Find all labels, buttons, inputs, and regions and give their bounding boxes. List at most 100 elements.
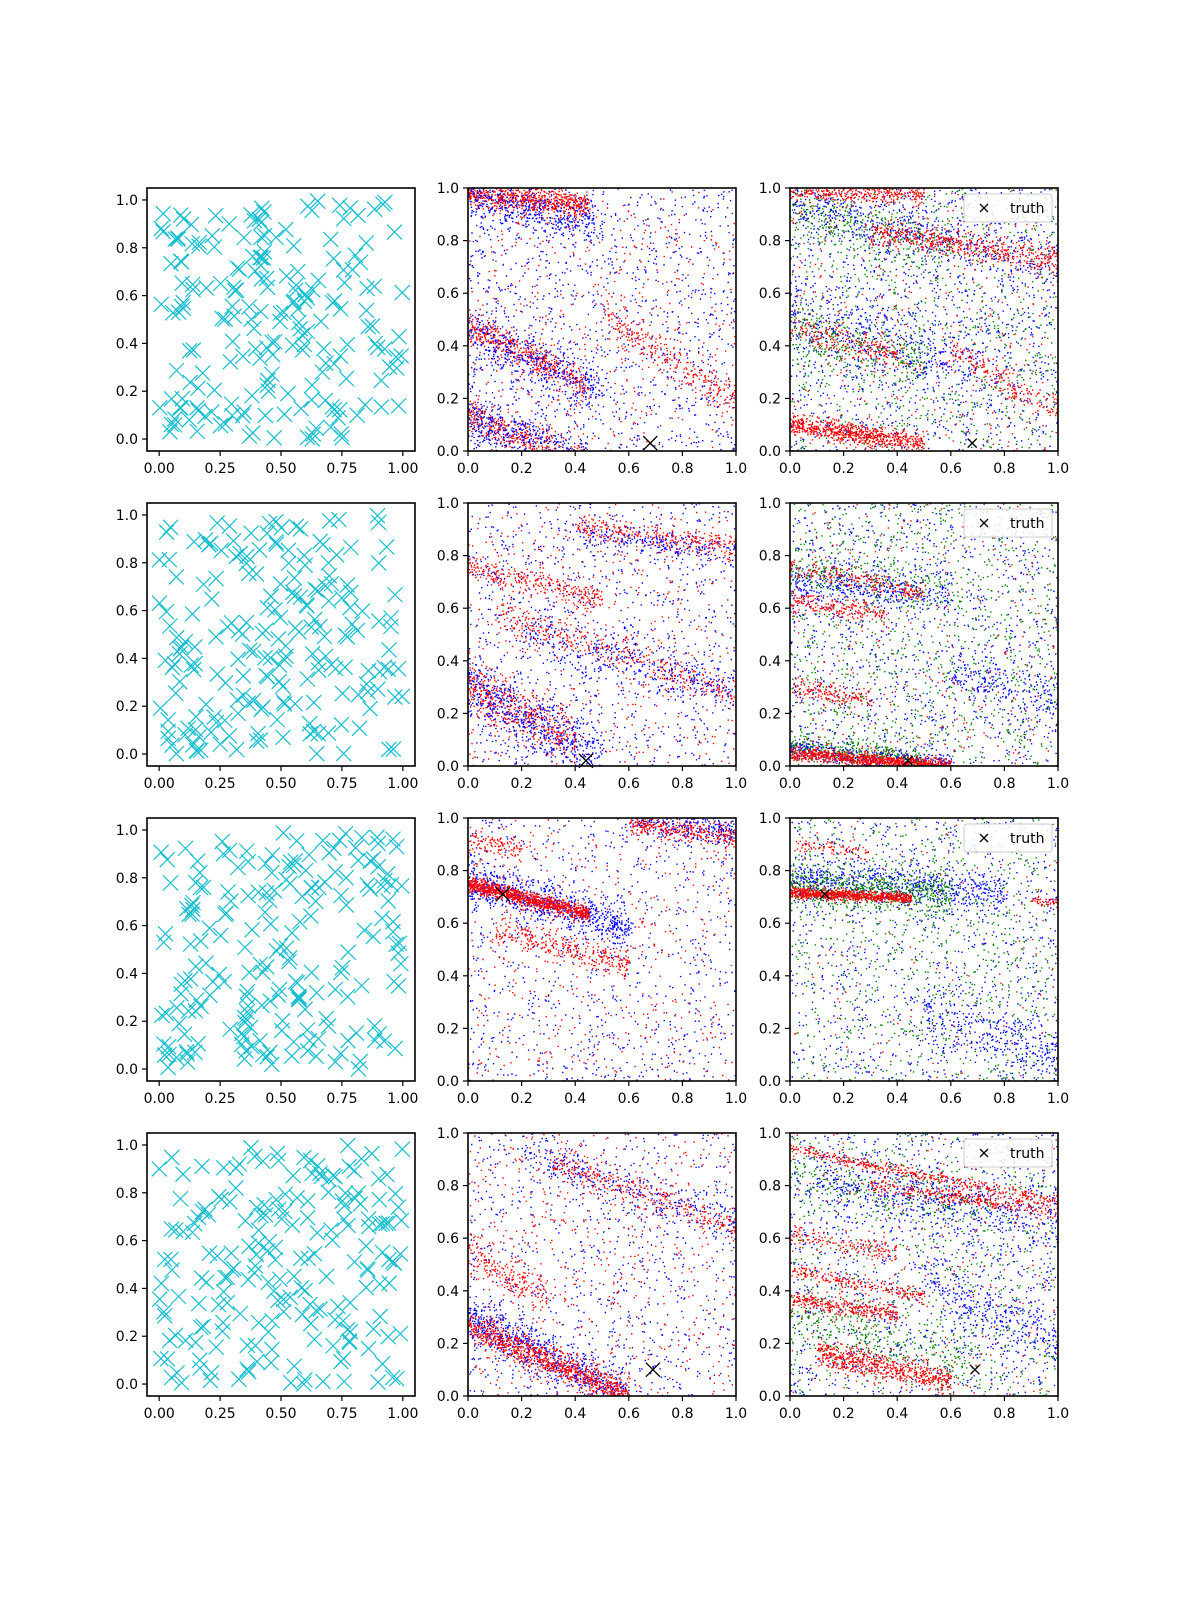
- sample-marker: [202, 535, 219, 552]
- sample-marker: [272, 1271, 288, 1288]
- sample-marker: [261, 515, 278, 532]
- sample-marker: [289, 263, 306, 280]
- sample-marker: [307, 893, 324, 910]
- sample-marker: [347, 247, 364, 264]
- x-tick-label: 0.50: [265, 1406, 296, 1422]
- sample-marker: [297, 862, 314, 879]
- sample-marker: [186, 533, 203, 550]
- y-tick-label: 0.4: [759, 1284, 781, 1300]
- sample-marker: [374, 1215, 391, 1232]
- sample-marker: [308, 1048, 325, 1065]
- sample-marker: [153, 296, 170, 313]
- sample-marker: [333, 590, 350, 606]
- legend-box: [963, 193, 1053, 223]
- y-tick-label: 0.6: [759, 601, 781, 617]
- sample-marker: [244, 248, 261, 265]
- sample-marker: [315, 1373, 331, 1390]
- series-008000: [790, 1133, 1058, 1396]
- x-tick-label: 1.0: [725, 1406, 747, 1422]
- x-tick-label: 0.8: [993, 1091, 1015, 1107]
- sample-marker: [266, 333, 283, 350]
- y-tick-label: 0.0: [116, 1062, 138, 1078]
- sample-marker: [208, 628, 224, 645]
- sample-marker: [192, 1360, 208, 1377]
- sample-marker: [320, 1018, 337, 1034]
- sample-marker: [358, 1237, 374, 1254]
- x-tick-label: 0.25: [205, 776, 236, 792]
- sample-marker: [187, 958, 204, 975]
- sample-marker: [297, 286, 314, 303]
- sample-marker: [240, 853, 257, 870]
- sample-marker: [304, 430, 321, 447]
- series-ff0000: [790, 188, 1058, 451]
- sample-marker: [275, 693, 292, 710]
- sample-marker: [303, 391, 320, 408]
- sample-marker: [192, 742, 209, 759]
- y-tick-label: 0.4: [759, 654, 781, 670]
- sample-marker: [217, 311, 233, 327]
- y-tick-label: 1.0: [437, 496, 459, 512]
- sample-marker: [291, 913, 308, 930]
- sample-marker: [327, 660, 344, 677]
- sample-marker: [353, 1150, 370, 1167]
- sample-marker: [178, 1043, 195, 1060]
- sample-marker: [269, 711, 286, 728]
- y-tick-label: 0.2: [437, 706, 459, 722]
- sample-marker: [272, 938, 289, 955]
- sample-marker: [234, 348, 251, 365]
- sample-marker: [384, 831, 401, 848]
- sample-marker: [292, 521, 309, 537]
- sample-marker: [237, 939, 253, 956]
- sample-marker: [320, 1184, 337, 1201]
- y-tick-label: 1.0: [759, 1126, 781, 1142]
- sample-marker: [331, 401, 348, 418]
- y-tick-label: 0.4: [437, 654, 459, 670]
- sample-marker: [360, 1340, 377, 1357]
- y-tick-label: 0.8: [759, 549, 781, 565]
- sample-marker: [203, 404, 220, 420]
- sample-marker: [301, 846, 317, 863]
- sample-marker: [203, 724, 219, 741]
- sample-marker: [170, 231, 186, 248]
- sample-marker: [245, 643, 262, 660]
- y-tick-label: 0.8: [759, 864, 781, 880]
- scatter-points: [468, 818, 736, 1081]
- sample-marker: [327, 981, 344, 998]
- sample-marker: [236, 404, 253, 420]
- y-tick-label: 0.0: [116, 747, 138, 763]
- sample-marker: [393, 1212, 410, 1229]
- sample-marker: [239, 1003, 255, 1020]
- sample-marker: [210, 1188, 227, 1205]
- sample-marker: [297, 1001, 314, 1018]
- sample-marker: [229, 691, 246, 708]
- sample-marker: [164, 1262, 180, 1278]
- y-tick-label: 0.6: [437, 286, 459, 302]
- sample-marker: [263, 864, 280, 881]
- sample-marker: [317, 648, 334, 665]
- sample-marker: [349, 622, 366, 639]
- sample-marker: [282, 1374, 299, 1391]
- sample-marker: [216, 973, 233, 990]
- sample-marker: [246, 320, 262, 337]
- sample-marker: [270, 1292, 286, 1309]
- sample-marker: [245, 692, 262, 709]
- axes-frame: [467, 187, 737, 452]
- sample-marker: [195, 1318, 212, 1335]
- panel-r2-c1: 0.00 0.25 0.50 0.75 1.00 0.0 0.2 0.4 0.6 0.8 1.0: [116, 502, 418, 792]
- sample-marker: [335, 262, 352, 279]
- sample-marker: [390, 945, 407, 962]
- sample-marker: [158, 603, 175, 620]
- sample-marker: [250, 1235, 267, 1252]
- sample-marker: [151, 399, 168, 416]
- sample-marker: [318, 1268, 335, 1285]
- sample-marker: [371, 1216, 388, 1233]
- y-tick-label: 0.0: [116, 1377, 138, 1393]
- x-tick-label: 1.0: [1047, 1091, 1069, 1107]
- sample-marker: [278, 940, 295, 957]
- sample-marker: [272, 575, 289, 592]
- sample-marker: [294, 888, 311, 905]
- sample-marker: [324, 294, 341, 311]
- axes-frame: [146, 502, 416, 767]
- sample-marker: [161, 1046, 177, 1063]
- sample-marker: [394, 688, 411, 705]
